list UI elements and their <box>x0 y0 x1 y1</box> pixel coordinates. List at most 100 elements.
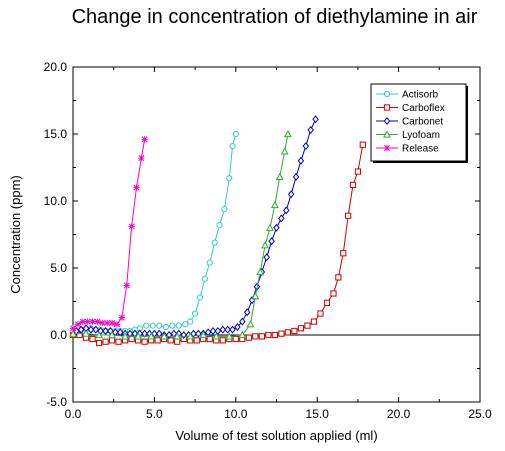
data-point-lyofoam <box>246 320 255 328</box>
data-point-lyofoam <box>225 332 234 340</box>
y-tick-label: 15.0 <box>44 127 68 141</box>
data-point-carboflex <box>174 338 181 345</box>
data-point-carbonet <box>243 308 251 317</box>
data-point-actisorb <box>162 323 169 331</box>
data-point-carbonet <box>273 223 280 232</box>
data-point-carboflex <box>310 318 318 325</box>
x-tick-label: 10.0 <box>224 407 248 421</box>
data-point-lyofoam <box>82 329 90 337</box>
star-stroke <box>94 318 101 325</box>
legend-marker <box>383 104 391 111</box>
data-point-carboflex <box>345 212 352 219</box>
data-point-carboflex <box>219 337 226 344</box>
star-stroke <box>118 314 125 321</box>
data-point-carboflex <box>252 333 259 340</box>
data-point-lyofoam <box>212 332 221 340</box>
data-point-carbonet <box>278 214 285 223</box>
data-point-carboflex <box>154 337 161 344</box>
series-actisorb <box>73 130 239 335</box>
chart-title: Change in concentration of diethylamine … <box>71 6 478 28</box>
legend-marker <box>383 90 391 98</box>
y-tick-label: 0.0 <box>50 328 67 342</box>
data-point-lyofoam <box>121 332 130 340</box>
data-point-carboflex <box>245 334 252 341</box>
data-point-lyofoam <box>280 147 289 155</box>
legend-item-lyofoam: Lyofoam <box>376 130 440 141</box>
data-point-carboflex <box>265 331 272 339</box>
data-point-release <box>123 282 130 289</box>
data-point-carbonet <box>224 325 231 334</box>
data-point-lyofoam <box>69 329 77 337</box>
data-point-actisorb <box>221 205 228 213</box>
data-point-carbonet <box>307 125 314 134</box>
data-point-lyofoam <box>275 172 284 180</box>
data-point-carbonet <box>77 325 85 334</box>
data-point-actisorb <box>149 322 156 329</box>
data-point-release <box>141 136 148 143</box>
data-point-release <box>138 155 145 162</box>
data-point-carbonet <box>156 329 163 338</box>
series-lyofoam <box>69 129 292 340</box>
series-line-actisorb <box>76 133 237 332</box>
legend-item-carboflex: Carboflex <box>376 103 445 114</box>
x-tick-label: 0.0 <box>65 407 82 421</box>
data-point-actisorb <box>201 275 208 282</box>
data-point-actisorb <box>175 322 182 329</box>
legend-label: Carbonet <box>402 117 443 128</box>
data-point-actisorb <box>143 322 150 329</box>
legend-label: Actisorb <box>402 90 439 101</box>
data-point-actisorb <box>169 322 176 329</box>
data-point-carbonet <box>229 325 236 334</box>
x-tick-label: 15.0 <box>306 407 330 421</box>
y-axis-label: Concentration (ppm) <box>8 175 23 294</box>
data-point-carbonet <box>141 329 148 338</box>
data-point-lyofoam <box>173 332 182 340</box>
data-point-carboflex <box>141 338 148 345</box>
legend-marker <box>383 144 391 152</box>
data-point-lyofoam <box>256 267 265 276</box>
data-point-lyofoam <box>283 129 292 138</box>
data-point-carboflex <box>330 290 337 297</box>
star-stroke <box>104 319 111 326</box>
data-point-lyofoam <box>261 241 270 249</box>
x-tick-label: 20.0 <box>387 407 411 421</box>
data-point-actisorb <box>196 294 204 301</box>
data-point-lyofoam <box>251 291 260 300</box>
data-point-lyofoam <box>160 332 169 340</box>
data-point-lyofoam <box>270 200 279 209</box>
star-stroke <box>74 321 81 328</box>
data-point-carboflex <box>284 329 291 336</box>
data-point-actisorb <box>229 142 236 150</box>
data-point-carboflex <box>340 250 347 257</box>
y-tick-label: 20.0 <box>44 60 68 74</box>
data-point-carboflex <box>278 330 285 337</box>
star-stroke <box>70 325 76 332</box>
data-point-actisorb <box>156 322 163 329</box>
data-point-carboflex <box>95 339 103 347</box>
data-point-carboflex <box>258 333 265 340</box>
data-point-carbonet <box>126 329 134 338</box>
data-point-release <box>118 314 125 321</box>
star-stroke <box>138 155 145 162</box>
data-point-carbonet <box>214 326 222 335</box>
y-tick-label: -5.0 <box>46 395 67 409</box>
data-point-carboflex <box>232 335 239 343</box>
star-stroke <box>84 318 91 325</box>
data-point-carbonet <box>190 329 197 338</box>
x-tick-label: 5.0 <box>146 407 163 421</box>
data-point-carboflex <box>102 338 109 345</box>
data-point-carbonet <box>297 156 305 165</box>
data-point-lyofoam <box>134 332 143 340</box>
star-stroke <box>384 145 390 151</box>
data-point-carboflex <box>89 335 96 343</box>
data-point-carbonet <box>92 325 100 334</box>
data-point-release <box>113 321 121 328</box>
star-stroke <box>79 318 86 325</box>
series-line-lyofoam <box>73 133 289 337</box>
data-point-carbonet <box>151 329 158 338</box>
legend-marker <box>383 130 391 138</box>
data-point-carboflex <box>76 331 83 339</box>
data-point-actisorb <box>182 321 189 328</box>
x-axis-label: Volume of test solution applied (ml) <box>175 428 377 443</box>
data-point-release <box>108 319 116 327</box>
